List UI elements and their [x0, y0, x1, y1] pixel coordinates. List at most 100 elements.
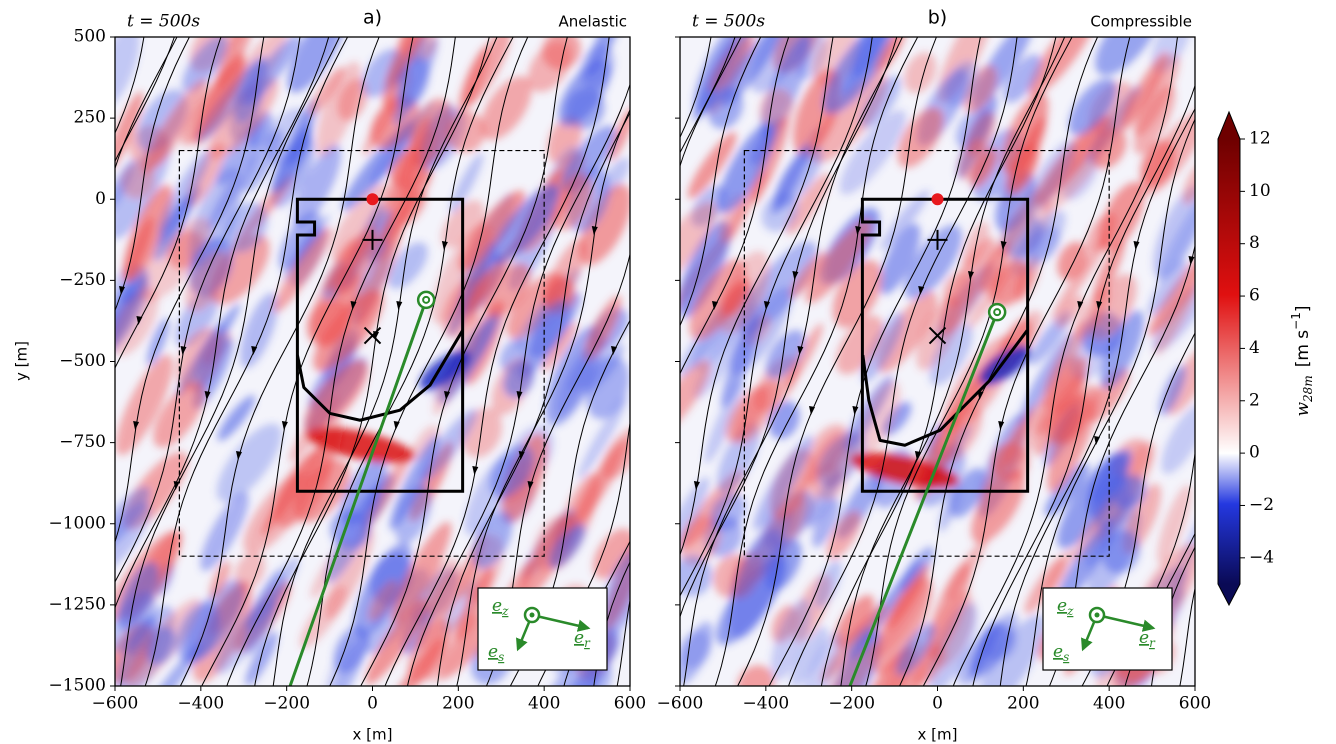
field-blob: [680, 630, 712, 669]
streamline-arrow: [630, 286, 636, 295]
y-tick-label: −1000: [48, 513, 106, 533]
streamline-arrow: [98, 226, 104, 235]
colorbar-tick-label: 8: [1249, 233, 1260, 253]
field-blob: [737, 241, 818, 335]
streamline-arrow: [809, 406, 815, 415]
field-blob: [704, 378, 745, 464]
streamline: [680, 37, 762, 327]
streamline: [768, 37, 981, 686]
field-blob: [1093, 474, 1132, 530]
field-image: [98, 37, 630, 686]
streamline: [115, 37, 265, 544]
region-outline: [860, 197, 1030, 493]
field-blob: [861, 312, 904, 383]
region-curve: [861, 329, 1029, 447]
x-tick-label: 200: [442, 694, 474, 714]
y-tick-label: −500: [59, 351, 106, 371]
marker-dot: [366, 193, 379, 206]
field-blob: [770, 598, 812, 681]
probe-center: [993, 308, 1002, 317]
x-tick-label: −200: [828, 694, 875, 714]
streamline-arrow: [712, 301, 718, 310]
basis-label: ez: [1057, 596, 1074, 618]
colorbar-tick-label: 2: [1249, 390, 1260, 410]
streamline-arrow: [855, 226, 862, 235]
field-blob: [600, 547, 630, 636]
field-blob: [115, 37, 140, 109]
field-blob: [308, 66, 345, 116]
streamline-arrow: [693, 481, 700, 490]
y-tick-label: −1250: [48, 594, 106, 614]
beam-line: [848, 311, 999, 687]
field-blob: [387, 242, 428, 289]
x-axis-label: x [m]: [918, 726, 958, 744]
basis-z-dot: [1094, 612, 1100, 618]
field-blob: [789, 251, 827, 299]
basis-label: es: [488, 642, 504, 664]
field-blob: [970, 147, 998, 188]
field-blob: [771, 143, 810, 215]
field-blob: [520, 512, 575, 600]
field-blob: [115, 91, 144, 170]
streamline: [115, 37, 178, 170]
field-blob: [805, 219, 872, 304]
field-blob: [897, 107, 944, 168]
field-blob: [1092, 239, 1125, 303]
streamline: [680, 37, 898, 619]
streamline-arrow: [918, 286, 925, 295]
field-blob: [834, 595, 875, 648]
marker-plus: [927, 229, 948, 250]
field-blob: [710, 492, 746, 532]
basis-sub: z: [501, 604, 509, 618]
field-blob: [316, 61, 361, 158]
dashed-box: [178, 149, 545, 557]
field-blob: [292, 144, 342, 228]
basis-symbol: e: [1139, 628, 1149, 648]
field-blob: [299, 585, 347, 649]
streamline: [680, 37, 736, 154]
field-blob: [680, 220, 731, 318]
streamline: [865, 37, 1073, 686]
x-tick-label: −600: [92, 694, 139, 714]
field-blob: [904, 52, 937, 94]
streamline: [272, 37, 498, 686]
marker-dot: [931, 193, 944, 206]
field-blob: [1087, 367, 1130, 423]
field-blob: [687, 132, 737, 199]
field-blob: [386, 37, 442, 88]
field-blob: [217, 395, 255, 441]
field-blob: [814, 560, 842, 609]
field-blob: [391, 521, 452, 623]
streamline: [1150, 546, 1195, 686]
field-blob: [1154, 285, 1195, 356]
field-blob: [287, 37, 347, 93]
basis-sub: s: [1063, 650, 1069, 664]
field-blob: [1028, 37, 1098, 97]
field-blob: [680, 202, 717, 283]
field-blob: [1100, 310, 1144, 389]
streamline-arrow: [1133, 241, 1140, 250]
streamline-arrow: [1188, 256, 1195, 265]
field-blob: [138, 218, 211, 302]
colorbar-extend-bottom: [1218, 584, 1240, 605]
time-label: t = 500s: [127, 12, 200, 32]
field-blob: [245, 631, 278, 686]
x-tick-label: 400: [1093, 694, 1125, 714]
field-blob: [877, 291, 938, 373]
streamline-arrow: [1208, 361, 1214, 370]
field-blob: [939, 237, 996, 335]
field-blob: [115, 591, 157, 653]
field-blob: [737, 665, 775, 686]
basis-arrow-r: [1096, 613, 1156, 632]
x-tick-label: −600: [657, 694, 704, 714]
streamline-arrow: [441, 241, 448, 250]
streamline-arrow: [518, 451, 525, 460]
field-blob: [542, 37, 581, 70]
streamline-arrow: [516, 391, 523, 400]
streamline-arrow: [797, 346, 804, 355]
y-tick-label: 0: [95, 189, 106, 209]
field-blob: [1034, 356, 1088, 436]
x-tick-label: 400: [528, 694, 560, 714]
streamline: [509, 319, 630, 686]
basis-sub: r: [1149, 636, 1156, 650]
